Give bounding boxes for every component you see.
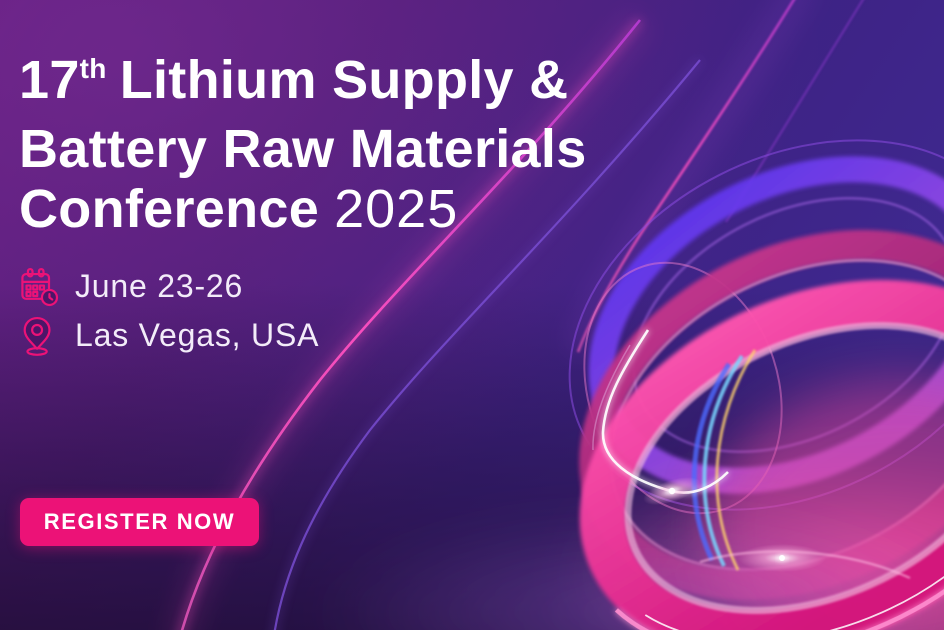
event-date-row: June 23-26 bbox=[16, 264, 319, 308]
swirl-graphic bbox=[310, 139, 944, 630]
event-details: June 23-26 Las Vegas, USA bbox=[16, 264, 319, 362]
event-date-label: June 23-26 bbox=[75, 267, 244, 304]
event-location-row: Las Vegas, USA bbox=[16, 313, 319, 357]
title-line-2: Battery Raw Materials bbox=[19, 119, 587, 179]
page-title: 17th Lithium Supply & Battery Raw Materia… bbox=[19, 50, 587, 239]
register-now-button[interactable]: REGISTER NOW bbox=[20, 498, 259, 546]
location-pin-icon bbox=[23, 316, 51, 356]
title-ordinal: th bbox=[79, 53, 107, 84]
title-line-3-word: Conference bbox=[19, 179, 320, 239]
title-year: 2025 bbox=[334, 179, 459, 239]
title-line-3: Conference 2025 bbox=[19, 179, 587, 239]
event-location-label: Las Vegas, USA bbox=[75, 316, 320, 353]
title-line-1-text: Lithium Supply & bbox=[119, 50, 569, 110]
title-edition-number: 17 bbox=[19, 50, 80, 110]
title-line-1: 17th Lithium Supply & bbox=[19, 50, 587, 119]
calendar-clock-icon bbox=[21, 267, 59, 307]
